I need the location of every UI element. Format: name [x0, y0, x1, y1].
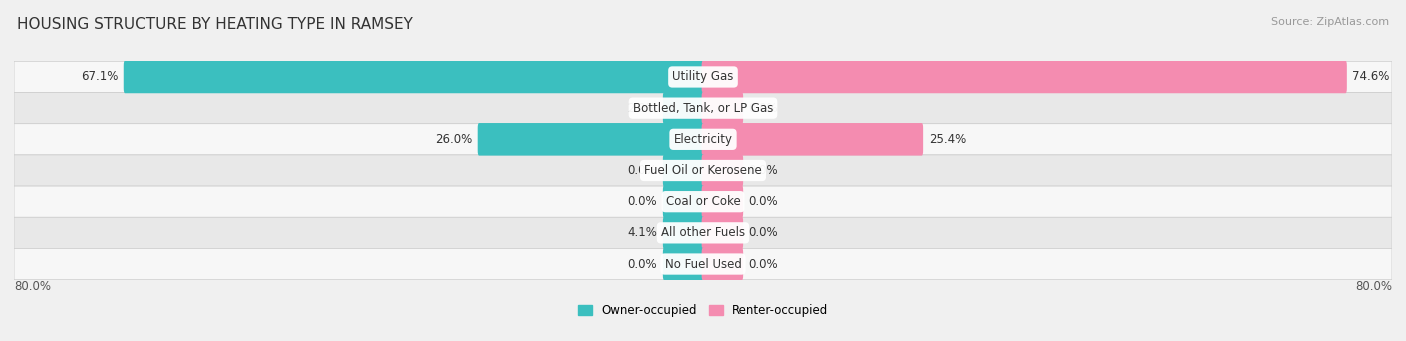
Text: 2.9%: 2.9% [627, 102, 658, 115]
FancyBboxPatch shape [662, 186, 704, 218]
Text: HOUSING STRUCTURE BY HEATING TYPE IN RAMSEY: HOUSING STRUCTURE BY HEATING TYPE IN RAM… [17, 17, 413, 32]
Text: 0.0%: 0.0% [627, 164, 658, 177]
Text: Bottled, Tank, or LP Gas: Bottled, Tank, or LP Gas [633, 102, 773, 115]
FancyBboxPatch shape [702, 92, 744, 124]
FancyBboxPatch shape [662, 248, 704, 280]
FancyBboxPatch shape [702, 217, 744, 249]
Text: No Fuel Used: No Fuel Used [665, 257, 741, 270]
Text: 25.4%: 25.4% [928, 133, 966, 146]
Text: All other Fuels: All other Fuels [661, 226, 745, 239]
FancyBboxPatch shape [14, 92, 1392, 124]
FancyBboxPatch shape [702, 61, 1347, 93]
Text: Utility Gas: Utility Gas [672, 71, 734, 84]
FancyBboxPatch shape [702, 123, 924, 155]
FancyBboxPatch shape [702, 186, 744, 218]
Legend: Owner-occupied, Renter-occupied: Owner-occupied, Renter-occupied [572, 299, 834, 322]
FancyBboxPatch shape [124, 61, 704, 93]
FancyBboxPatch shape [14, 186, 1392, 217]
FancyBboxPatch shape [14, 249, 1392, 280]
FancyBboxPatch shape [478, 123, 704, 155]
Text: Fuel Oil or Kerosene: Fuel Oil or Kerosene [644, 164, 762, 177]
Text: 0.0%: 0.0% [627, 257, 658, 270]
Text: Coal or Coke: Coal or Coke [665, 195, 741, 208]
Text: 67.1%: 67.1% [82, 71, 118, 84]
Text: 74.6%: 74.6% [1353, 71, 1389, 84]
Text: 80.0%: 80.0% [1355, 280, 1392, 293]
Text: 4.1%: 4.1% [627, 226, 658, 239]
FancyBboxPatch shape [14, 61, 1392, 92]
Text: Source: ZipAtlas.com: Source: ZipAtlas.com [1271, 17, 1389, 27]
Text: 0.0%: 0.0% [627, 195, 658, 208]
Text: Electricity: Electricity [673, 133, 733, 146]
FancyBboxPatch shape [702, 154, 744, 187]
Text: 0.0%: 0.0% [748, 195, 779, 208]
FancyBboxPatch shape [14, 124, 1392, 155]
FancyBboxPatch shape [662, 92, 704, 124]
Text: 0.0%: 0.0% [748, 226, 779, 239]
Text: 0.0%: 0.0% [748, 257, 779, 270]
FancyBboxPatch shape [702, 248, 744, 280]
Text: 26.0%: 26.0% [434, 133, 472, 146]
Text: 80.0%: 80.0% [14, 280, 51, 293]
FancyBboxPatch shape [14, 217, 1392, 249]
FancyBboxPatch shape [662, 217, 704, 249]
FancyBboxPatch shape [662, 154, 704, 187]
Text: 0.0%: 0.0% [748, 164, 779, 177]
Text: 0.0%: 0.0% [748, 102, 779, 115]
FancyBboxPatch shape [14, 155, 1392, 186]
